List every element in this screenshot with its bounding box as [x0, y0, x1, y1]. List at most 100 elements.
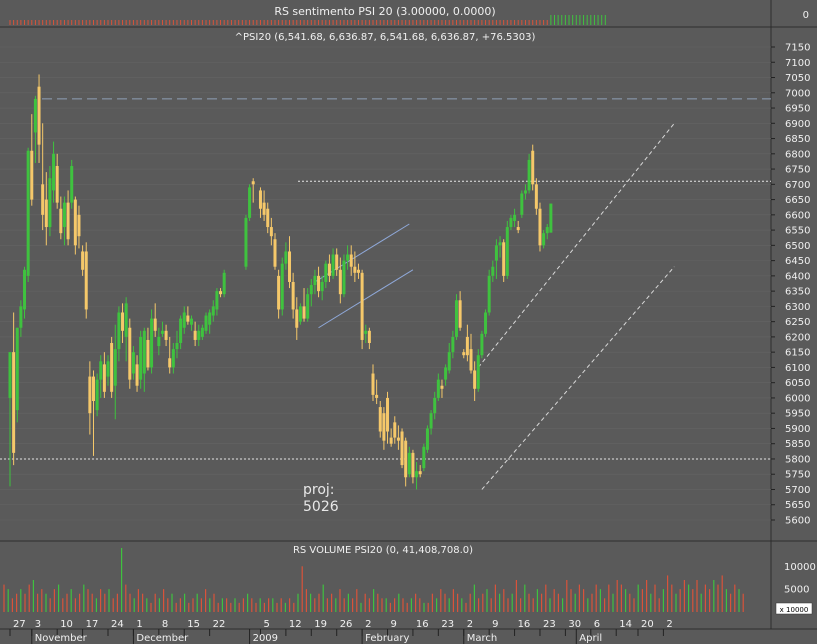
candle-body	[110, 343, 114, 392]
candle-body	[59, 208, 63, 234]
candle-body	[81, 251, 85, 270]
candle-body	[516, 227, 520, 231]
sentiment-panel	[0, 0, 817, 27]
candle-body	[338, 269, 342, 295]
month-label: April	[579, 633, 602, 644]
volume-panel	[0, 541, 817, 629]
candle-body	[175, 343, 179, 350]
candle-body	[367, 330, 371, 344]
candle-body	[291, 281, 295, 310]
volume-scale-badge-box	[775, 602, 813, 615]
candle-body	[113, 349, 117, 386]
candle-body	[211, 306, 215, 316]
candle-body	[415, 471, 419, 478]
date-axis: 27 3 10 17 24 1 8 15 22 5 12 19 26 2 9 16 23 2 9 16 23 30 6 14 2…	[9, 619, 673, 644]
date-tick-label: 20	[641, 619, 654, 630]
candle-body	[360, 272, 364, 340]
candle-body	[375, 394, 379, 398]
candle-body	[128, 327, 132, 380]
candle-body	[487, 275, 491, 313]
candle-body	[208, 312, 212, 325]
candle-body	[393, 422, 397, 438]
candle-body	[462, 352, 466, 356]
candle-body	[48, 178, 52, 228]
y-tick-label: 6450	[785, 256, 810, 267]
candle-body	[527, 159, 531, 191]
candle-body	[266, 208, 270, 228]
y-tick-label: 5650	[785, 500, 810, 511]
y-tick-label: 5750	[785, 470, 810, 481]
month-label: November	[35, 633, 88, 644]
projection-label: proj:	[303, 482, 335, 498]
volume-y-axis: 5000 10000	[784, 562, 816, 596]
sentiment-axis-label: 0	[803, 10, 809, 21]
candle-body	[444, 367, 448, 380]
y-tick-label: 6200	[785, 332, 810, 343]
candle-body	[168, 358, 172, 368]
y-tick-label: 6850	[785, 134, 810, 145]
candle-body	[258, 190, 262, 209]
candle-body	[356, 269, 360, 273]
candle-body	[146, 339, 150, 368]
y-tick-label: 6400	[785, 271, 810, 282]
candle-body	[404, 440, 408, 478]
y-tick-label: 5850	[785, 439, 810, 450]
date-tick-label: 16	[416, 619, 429, 630]
y-tick-label: 6100	[785, 363, 810, 374]
candle-body	[440, 385, 444, 389]
y-tick-label: 5900	[785, 424, 810, 435]
candle-body	[382, 413, 386, 441]
candle-body	[55, 166, 59, 203]
candle-body	[295, 309, 299, 328]
candle-body	[498, 242, 502, 246]
candle-body	[447, 352, 451, 371]
candle-body	[505, 227, 509, 276]
candle-body	[73, 199, 77, 246]
month-label: 2009	[253, 633, 278, 644]
sentiment-title: RS sentimento PSI 20 (3.00000, 0.0000)	[274, 5, 495, 18]
candle-body	[44, 199, 48, 228]
candle-body	[262, 202, 266, 215]
y-tick-label: 6050	[785, 378, 810, 389]
candle-body	[418, 471, 422, 475]
date-tick-label: 23	[543, 619, 556, 630]
candle-body	[150, 318, 154, 368]
candle-body	[157, 336, 161, 347]
candle-body	[309, 285, 313, 295]
y-tick-label: 5600	[785, 516, 810, 527]
date-tick-label: 9	[391, 619, 397, 630]
date-tick-label: 24	[111, 619, 124, 630]
candle-body	[88, 376, 92, 414]
candle-body	[219, 291, 223, 295]
y-tick-label: 6950	[785, 104, 810, 115]
y-tick-label: 6600	[785, 210, 810, 221]
date-tick-label: 2	[365, 619, 371, 630]
candle-body	[99, 361, 103, 380]
date-tick-label: 26	[340, 619, 353, 630]
candle-body	[215, 291, 219, 310]
y-tick-label: 6250	[785, 317, 810, 328]
candle-body	[12, 352, 16, 453]
volume-tick-label: 5000	[784, 585, 809, 596]
y-tick-label: 6000	[785, 393, 810, 404]
trendline	[477, 122, 675, 368]
candle-body	[197, 330, 201, 340]
candle-body	[171, 349, 175, 368]
candle-body	[436, 379, 440, 398]
y-tick-label: 6750	[785, 165, 810, 176]
y-tick-label: 7050	[785, 73, 810, 84]
volume-scale-badge: x 10000	[780, 606, 809, 614]
date-axis-band	[0, 629, 817, 644]
candle-body	[91, 376, 95, 401]
candle-body	[422, 446, 426, 469]
candle-body	[433, 397, 437, 414]
candle-body	[491, 266, 495, 276]
date-tick-label: 2	[467, 619, 473, 630]
y-tick-label: 6650	[785, 195, 810, 206]
candlesticks	[8, 74, 553, 490]
candle-body	[15, 327, 19, 411]
candle-body	[407, 452, 411, 475]
candle-body	[244, 217, 248, 267]
candle-body	[484, 312, 488, 334]
